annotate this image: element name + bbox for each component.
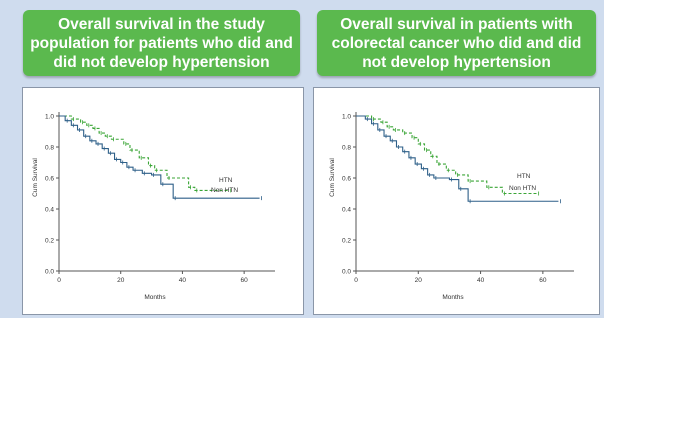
chart-title-right: Overall survival in patients with colore… xyxy=(317,10,596,76)
legend-label-non-htn: Non HTN xyxy=(211,187,238,194)
chart-frame-right: 0.0 0.2 0.4 0.6 0.8 1.0 0 20 40 60 Months Cum Survi… xyxy=(313,87,600,315)
y-tick-label: 0.8 xyxy=(45,145,54,152)
x-tick-label: 60 xyxy=(241,277,249,284)
y-tick-label: 0.4 xyxy=(45,207,54,214)
y-axis-label: Cum Survival xyxy=(329,158,336,197)
y-tick-label: 0.4 xyxy=(342,207,351,214)
y-tick-label: 0.2 xyxy=(342,238,351,245)
y-tick-label: 0.6 xyxy=(45,176,54,183)
chart-frame-left: 0.0 0.2 0.4 0.6 0.8 1.0 0 20 40 60 Months Cum Survi… xyxy=(22,87,304,315)
chart-title-left: Overall survival in the study population… xyxy=(23,10,300,76)
figure-panel: Overall survival in the study population… xyxy=(0,0,604,318)
x-tick-label: 60 xyxy=(539,277,547,284)
y-tick-label: 0.2 xyxy=(45,238,54,245)
y-tick-label: 1.0 xyxy=(45,114,54,121)
x-tick-label: 0 xyxy=(57,277,61,284)
x-axis-label: Months xyxy=(144,294,166,301)
x-tick-label: 20 xyxy=(117,277,125,284)
x-tick-label: 20 xyxy=(415,277,423,284)
y-tick-label: 1.0 xyxy=(342,114,351,121)
series-line-htn xyxy=(356,115,537,195)
y-tick-label: 0.8 xyxy=(342,145,351,152)
legend-label-htn: HTN xyxy=(219,177,233,184)
x-axis-label: Months xyxy=(442,294,464,301)
series-line-non-htn xyxy=(356,115,559,202)
series-line-htn xyxy=(59,115,229,191)
y-axis-label: Cum Survival xyxy=(32,158,39,197)
y-tick-label: 0.0 xyxy=(342,269,351,276)
legend-label-htn: HTN xyxy=(517,173,531,180)
survival-chart-right: 0.0 0.2 0.4 0.6 0.8 1.0 0 20 40 60 Months Cum Survi… xyxy=(329,112,574,301)
x-tick-label: 40 xyxy=(477,277,485,284)
y-tick-label: 0.6 xyxy=(342,176,351,183)
x-tick-label: 0 xyxy=(354,277,358,284)
survival-chart-left: 0.0 0.2 0.4 0.6 0.8 1.0 0 20 40 60 Months Cum Survi… xyxy=(32,112,275,301)
x-tick-label: 40 xyxy=(179,277,187,284)
legend-label-non-htn: Non HTN xyxy=(509,185,536,192)
y-tick-label: 0.0 xyxy=(45,269,54,276)
series-line-non-htn xyxy=(59,115,260,199)
